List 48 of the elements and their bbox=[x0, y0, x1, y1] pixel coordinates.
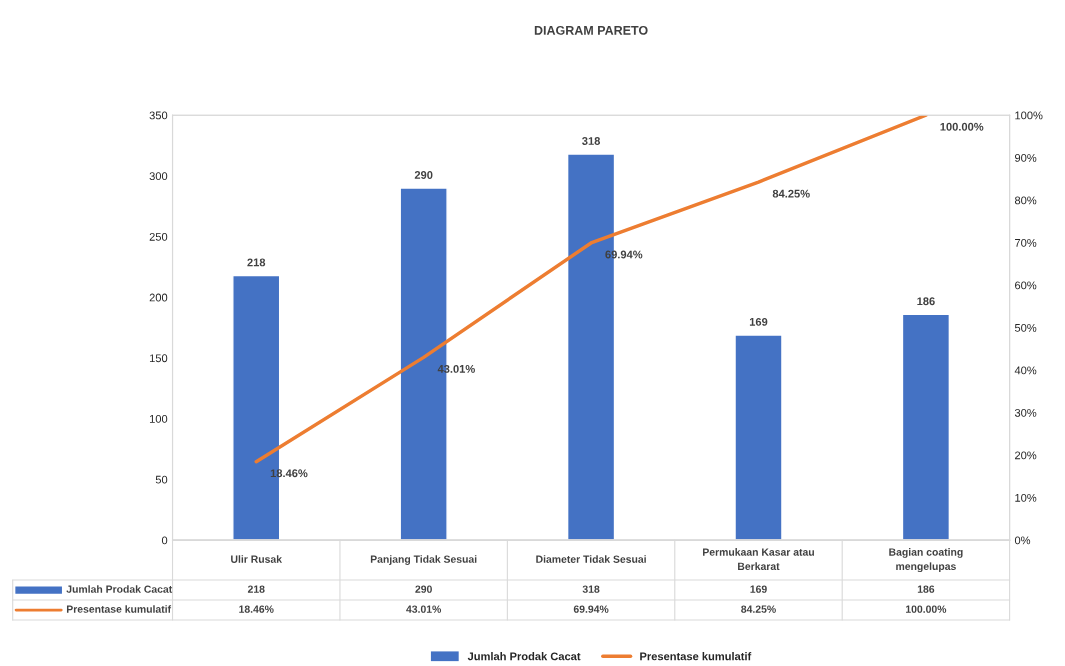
data-label: 100.00% bbox=[906, 605, 947, 613]
y2-tick-label: 0% bbox=[1014, 536, 1031, 545]
data-label: 169 bbox=[750, 585, 767, 593]
y2-tick-label: 70% bbox=[1015, 238, 1037, 247]
data-label: 186 bbox=[917, 585, 935, 593]
y-tick-label: 200 bbox=[149, 293, 168, 302]
y2-tick-label: 100% bbox=[1015, 111, 1043, 120]
data-label: 218 bbox=[247, 585, 265, 593]
y2-tick-label: 40% bbox=[1014, 366, 1037, 375]
x-tick-label: Ulir Rusak bbox=[231, 555, 283, 563]
text: 186 bbox=[917, 297, 935, 306]
y2-tick-label: 80% bbox=[1014, 196, 1037, 205]
legend-label: Jumlah Prodak Cacat bbox=[66, 585, 173, 593]
data-label: 290 bbox=[415, 585, 432, 593]
y2-tick-label: 20% bbox=[1015, 451, 1037, 460]
y2-tick-label: 30% bbox=[1014, 408, 1037, 417]
y-tick-label: 50 bbox=[155, 475, 168, 484]
text: 169 bbox=[749, 317, 768, 326]
text: 318 bbox=[582, 137, 600, 145]
x-tick-label: Bagian coating mengelupas bbox=[889, 548, 963, 573]
x-tick-label: Diameter Tidak Sesuai bbox=[536, 555, 646, 563]
text: Presentase kumulatif bbox=[640, 652, 752, 661]
x-tick-label: Permukaan Kasar atau Berkarat bbox=[703, 548, 814, 571]
text: Jumlah Prodak Cacat bbox=[467, 652, 581, 661]
y2-tick-label: 10% bbox=[1015, 493, 1037, 502]
chart-title: DIAGRAM PARETO bbox=[534, 25, 648, 35]
text: 218 bbox=[247, 258, 266, 267]
data-label: 318 bbox=[582, 585, 600, 593]
y-tick-label: 250 bbox=[149, 232, 168, 241]
text: 290 bbox=[414, 171, 433, 179]
y2-tick-label: 90% bbox=[1015, 153, 1037, 162]
y-tick-label: 0 bbox=[161, 536, 168, 545]
bar bbox=[734, 334, 783, 541]
data-label: 84.25% bbox=[741, 605, 776, 613]
data-label: 43.01% bbox=[406, 605, 442, 613]
y2-tick-label: 60% bbox=[1015, 281, 1037, 290]
data-label: 18.46% bbox=[239, 605, 274, 613]
y-tick-label: 300 bbox=[149, 172, 168, 181]
y-tick-label: 350 bbox=[149, 111, 168, 120]
text: 100.00% bbox=[940, 122, 984, 131]
x-tick-label: Panjang Tidak Sesuai bbox=[370, 555, 477, 565]
bar bbox=[901, 313, 951, 541]
y-tick-label: 150 bbox=[149, 354, 168, 363]
legend-label: Presentase kumulatif bbox=[66, 605, 172, 613]
data-label: 69.94% bbox=[573, 605, 609, 613]
y-tick-label: 100 bbox=[149, 414, 168, 423]
text: 84.25% bbox=[772, 189, 810, 198]
y2-tick-label: 50% bbox=[1014, 323, 1037, 332]
